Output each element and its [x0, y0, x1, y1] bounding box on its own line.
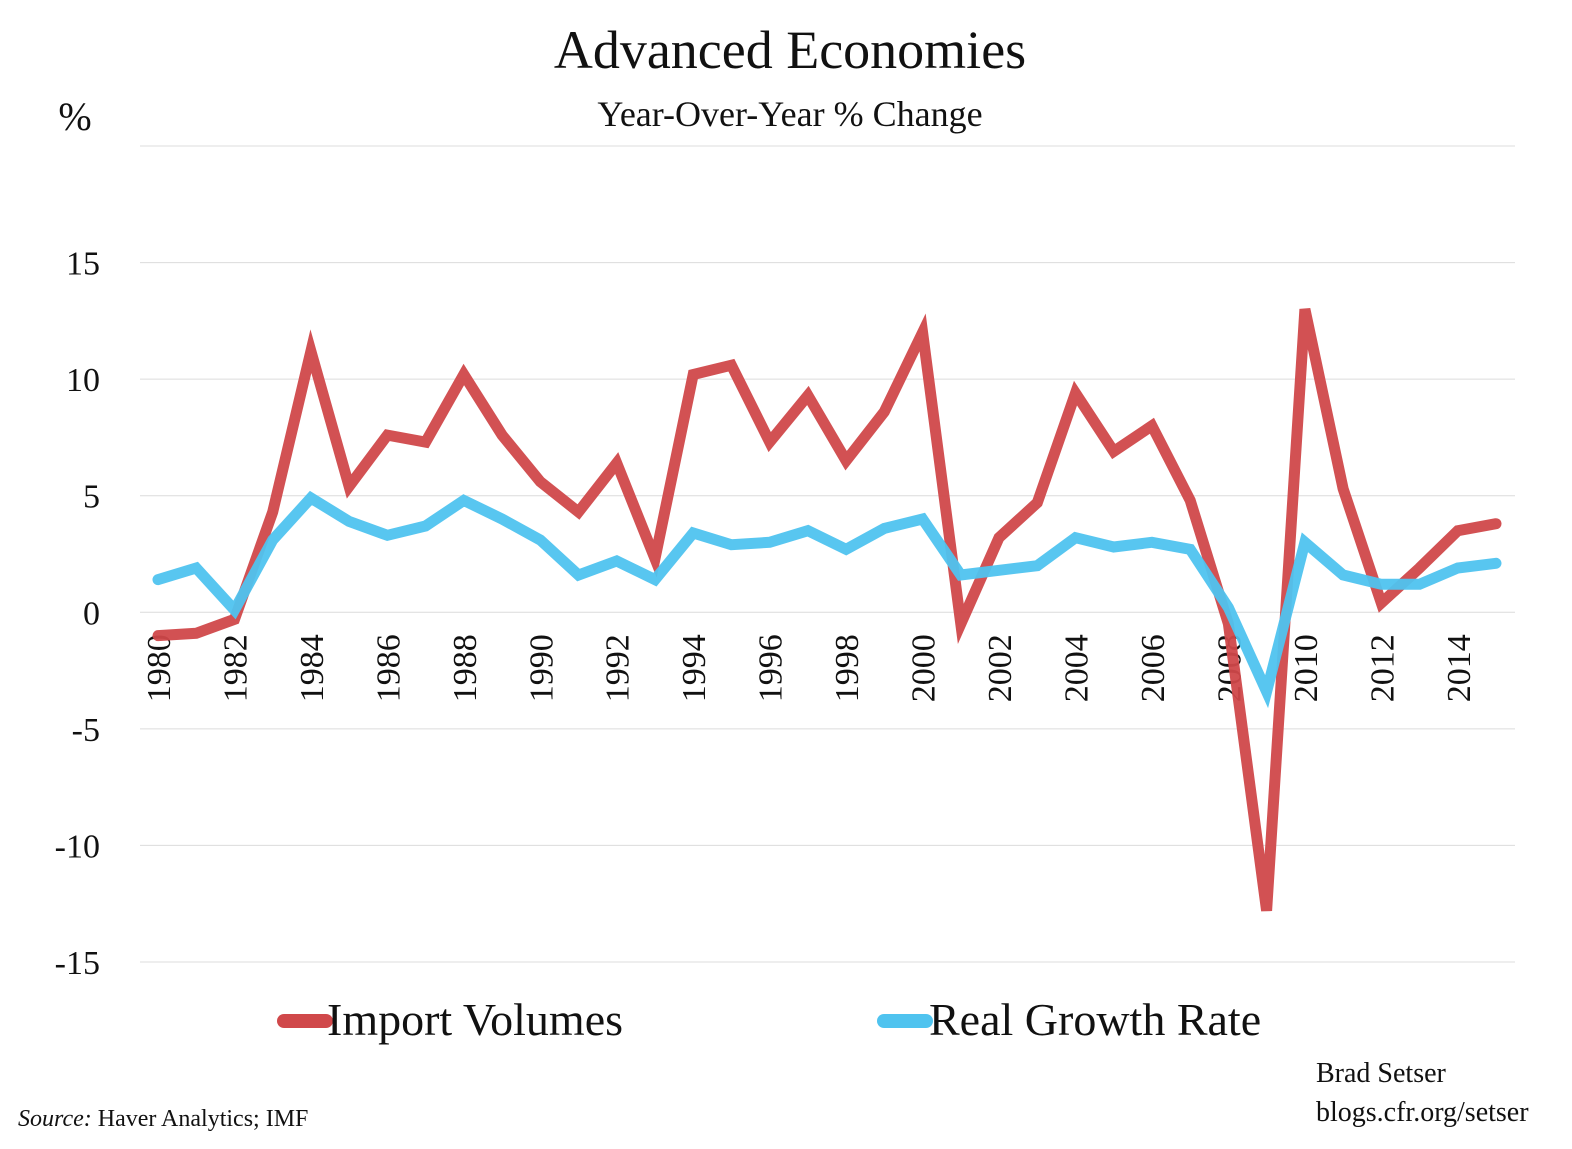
series-line-real-growth-rate: [152, 490, 1502, 709]
x-tick-label: 1980: [141, 634, 178, 702]
y-tick-label: -5: [72, 712, 100, 749]
x-tick-label: 1998: [829, 634, 866, 702]
x-tick-label: 2004: [1058, 634, 1095, 702]
source-lead: Source:: [18, 1106, 92, 1132]
y-tick-label: 15: [66, 246, 100, 283]
y-tick-label: 5: [83, 479, 100, 516]
chart-subtitle: Year-Over-Year % Change: [597, 94, 982, 134]
y-tick-label: 10: [66, 362, 100, 399]
x-axis-tick-labels: 1980 1982 1984 1986 1988 1990 1992 1994 1996 1998…: [141, 634, 1478, 702]
x-tick-label: 1982: [217, 634, 254, 702]
source-text: Haver Analytics; IMF: [92, 1106, 309, 1132]
x-tick-label: 2006: [1135, 634, 1172, 702]
source-note: Source: Haver Analytics; IMF: [18, 1106, 308, 1132]
y-tick-label: -15: [55, 945, 100, 982]
x-tick-label: 2000: [906, 634, 943, 702]
x-tick-label: 1992: [600, 634, 637, 702]
y-axis-tick-labels: 15 10 5 0 -5 -10 -15: [55, 246, 100, 982]
x-tick-label: 1994: [676, 634, 713, 702]
y-tick-label: 0: [83, 595, 100, 632]
credit-author: Brad Setser: [1316, 1058, 1447, 1089]
x-tick-label: 1984: [294, 634, 331, 702]
gridlines: [140, 145, 1515, 963]
y-axis-unit-label: %: [58, 94, 91, 139]
y-tick-label: -10: [55, 828, 100, 865]
credit-site: blogs.cfr.org/setser: [1316, 1097, 1529, 1128]
x-tick-label: 2012: [1364, 634, 1401, 702]
x-tick-label: 2002: [982, 634, 1019, 702]
legend-label-real-growth-rate: Real Growth Rate: [929, 994, 1261, 1045]
x-tick-label: 1990: [523, 634, 560, 702]
legend-label-import-volumes: Import Volumes: [327, 994, 623, 1045]
x-tick-label: 1986: [370, 634, 407, 702]
x-tick-label: 2014: [1441, 634, 1478, 702]
x-tick-label: 1988: [447, 634, 484, 702]
series-line-import-volumes: [152, 308, 1502, 912]
legend: Import Volumes Real Growth Rate: [277, 994, 1261, 1045]
chart-title: Advanced Economies: [554, 20, 1026, 80]
x-tick-label: 2010: [1288, 634, 1325, 702]
series-lines: [152, 308, 1502, 912]
x-tick-label: 1996: [753, 634, 790, 702]
